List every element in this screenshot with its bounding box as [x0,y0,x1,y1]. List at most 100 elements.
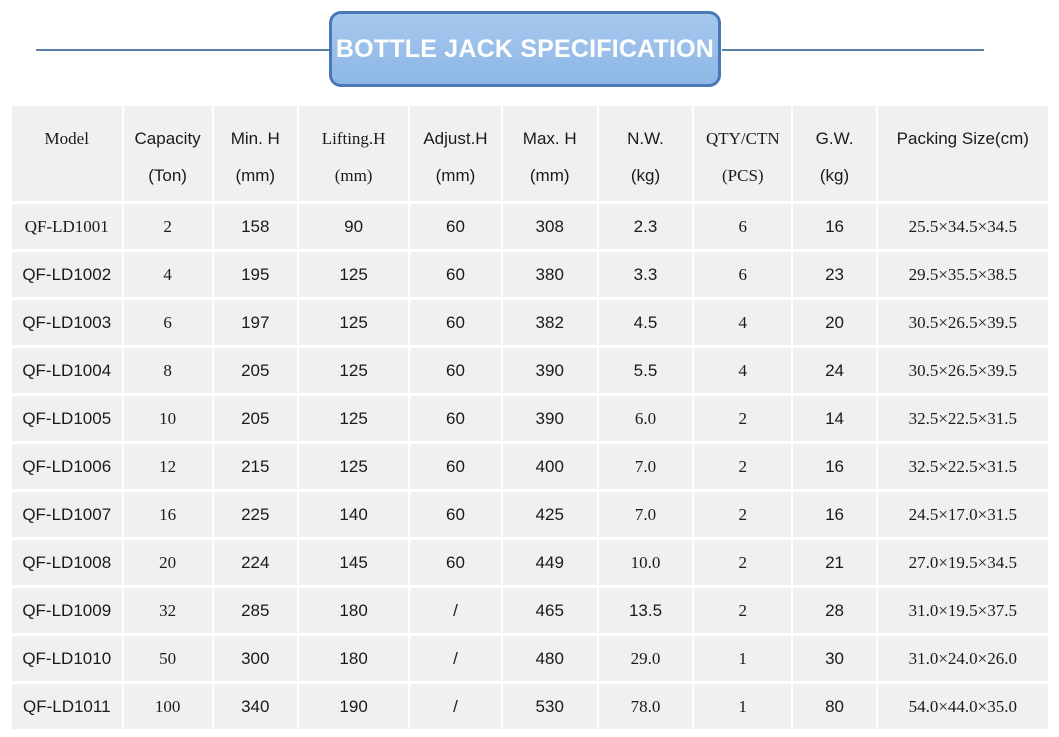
table-cell: 29.5×35.5×38.5 [877,249,1048,297]
table-cell: 3.3 [598,249,693,297]
table-cell: 125 [298,441,409,489]
table-cell: 465 [502,585,597,633]
table-cell: QF-LD1002 [12,249,122,297]
table-cell: 54.0×44.0×35.0 [877,681,1048,729]
table-cell: QF-LD1008 [12,537,122,585]
table-cell: 60 [410,297,501,345]
table-cell: 125 [298,297,409,345]
table-cell: / [410,681,501,729]
table-cell: 340 [213,681,297,729]
table-row: QF-LD1002 4 195 125 60 380 3.3 6 23 29.5×35.5×38.… [12,249,1048,297]
spec-table: Model Capacity (Ton) Min. H (mm) Lifting.H… [10,106,1050,729]
table-row: QF-LD1005 10 205 125 60 390 6.0 2 14 32.5×22.5×31… [12,393,1048,441]
table-cell: 2 [694,537,792,585]
table-cell: QF-LD1011 [12,681,122,729]
table-cell: 390 [502,345,597,393]
header-packing-size: Packing Size(cm) [877,106,1048,201]
table-cell: 100 [123,681,212,729]
title-rule-right [722,49,984,51]
table-cell: 195 [213,249,297,297]
table-cell: 20 [793,297,876,345]
table-cell: 215 [213,441,297,489]
table-cell: 380 [502,249,597,297]
table-cell: 30.5×26.5×39.5 [877,297,1048,345]
table-cell: 32.5×22.5×31.5 [877,441,1048,489]
table-cell: 2 [123,201,212,249]
table-cell: 125 [298,249,409,297]
table-cell: QF-LD1001 [12,201,122,249]
table-cell: 6 [123,297,212,345]
table-cell: 31.0×24.0×26.0 [877,633,1048,681]
table-cell: QF-LD1003 [12,297,122,345]
table-cell: 16 [793,441,876,489]
header-min-h: Min. H (mm) [213,106,297,201]
header-nw: N.W. (kg) [598,106,693,201]
table-row: QF-LD1009 32 285 180/465 13.5 2 28 31.0×19.5×37… [12,585,1048,633]
table-cell: 12 [123,441,212,489]
table-cell: 2 [694,393,792,441]
table-row: QF-LD1008 20 224 145 60 449 10.0 2 21 27.0×19.5×3… [12,537,1048,585]
table-cell: 27.0×19.5×34.5 [877,537,1048,585]
table-cell: 16 [793,489,876,537]
table-cell: 80 [793,681,876,729]
table-cell: 390 [502,393,597,441]
table-cell: 8 [123,345,212,393]
table-cell: 14 [793,393,876,441]
table-cell: 308 [502,201,597,249]
table-cell: 6 [694,201,792,249]
header-qty-ctn: QTY/CTN (PCS) [694,106,792,201]
table-cell: 60 [410,489,501,537]
table-cell: 2 [694,585,792,633]
table-cell: 30 [793,633,876,681]
table-cell: 140 [298,489,409,537]
table-cell: 180 [298,585,409,633]
table-cell: 32.5×22.5×31.5 [877,393,1048,441]
table-cell: / [410,585,501,633]
table-cell: QF-LD1007 [12,489,122,537]
table-cell: 425 [502,489,597,537]
table-cell: 7.0 [598,441,693,489]
table-cell: 480 [502,633,597,681]
table-cell: 158 [213,201,297,249]
page-title: BOTTLE JACK SPECIFICATION [335,34,715,63]
table-cell: QF-LD1005 [12,393,122,441]
table-cell: 60 [410,393,501,441]
table-row: QF-LD1003 6 197 125 60 382 4.5 4 20 30.5×26.5×39.… [12,297,1048,345]
table-cell: 190 [298,681,409,729]
table-cell: QF-LD1006 [12,441,122,489]
table-cell: 50 [123,633,212,681]
table-cell: 530 [502,681,597,729]
table-cell: 4 [694,297,792,345]
table-cell: 25.5×34.5×34.5 [877,201,1048,249]
table-cell: QF-LD1004 [12,345,122,393]
table-cell: 10.0 [598,537,693,585]
table-cell: 28 [793,585,876,633]
table-cell: 60 [410,201,501,249]
table-cell: 16 [793,201,876,249]
table-row: QF-LD1004 8 205 125 60 390 5.5 4 24 30.5×26.5×39.… [12,345,1048,393]
table-cell: 60 [410,441,501,489]
table-cell: 400 [502,441,597,489]
header-capacity: Capacity (Ton) [123,106,212,201]
table-cell: QF-LD1010 [12,633,122,681]
table-row: QF-LD1007 16 225 140 60 425 7.0 2 16 24.5×17.0×31… [12,489,1048,537]
table-cell: 224 [213,537,297,585]
table-cell: 4 [694,345,792,393]
table-cell: 125 [298,393,409,441]
table-cell: 4 [123,249,212,297]
table-cell: 285 [213,585,297,633]
table-cell: 10 [123,393,212,441]
table-cell: 197 [213,297,297,345]
table-cell: 382 [502,297,597,345]
title-banner: BOTTLE JACK SPECIFICATION [329,11,721,87]
table-cell: 4.5 [598,297,693,345]
table-cell: 90 [298,201,409,249]
table-cell: 32 [123,585,212,633]
table-cell: 300 [213,633,297,681]
table-cell: 7.0 [598,489,693,537]
header-row: Model Capacity (Ton) Min. H (mm) Lifting.H… [12,106,1048,201]
table-row: QF-LD1010 50 300 180/480 29.0 1 30 31.0×24.0×26… [12,633,1048,681]
table-cell: 1 [694,633,792,681]
table-row: QF-LD1001 2 158 90 60 308 2.3 6 16 25.5×34.5×34.5 [12,201,1048,249]
table-cell: 23 [793,249,876,297]
